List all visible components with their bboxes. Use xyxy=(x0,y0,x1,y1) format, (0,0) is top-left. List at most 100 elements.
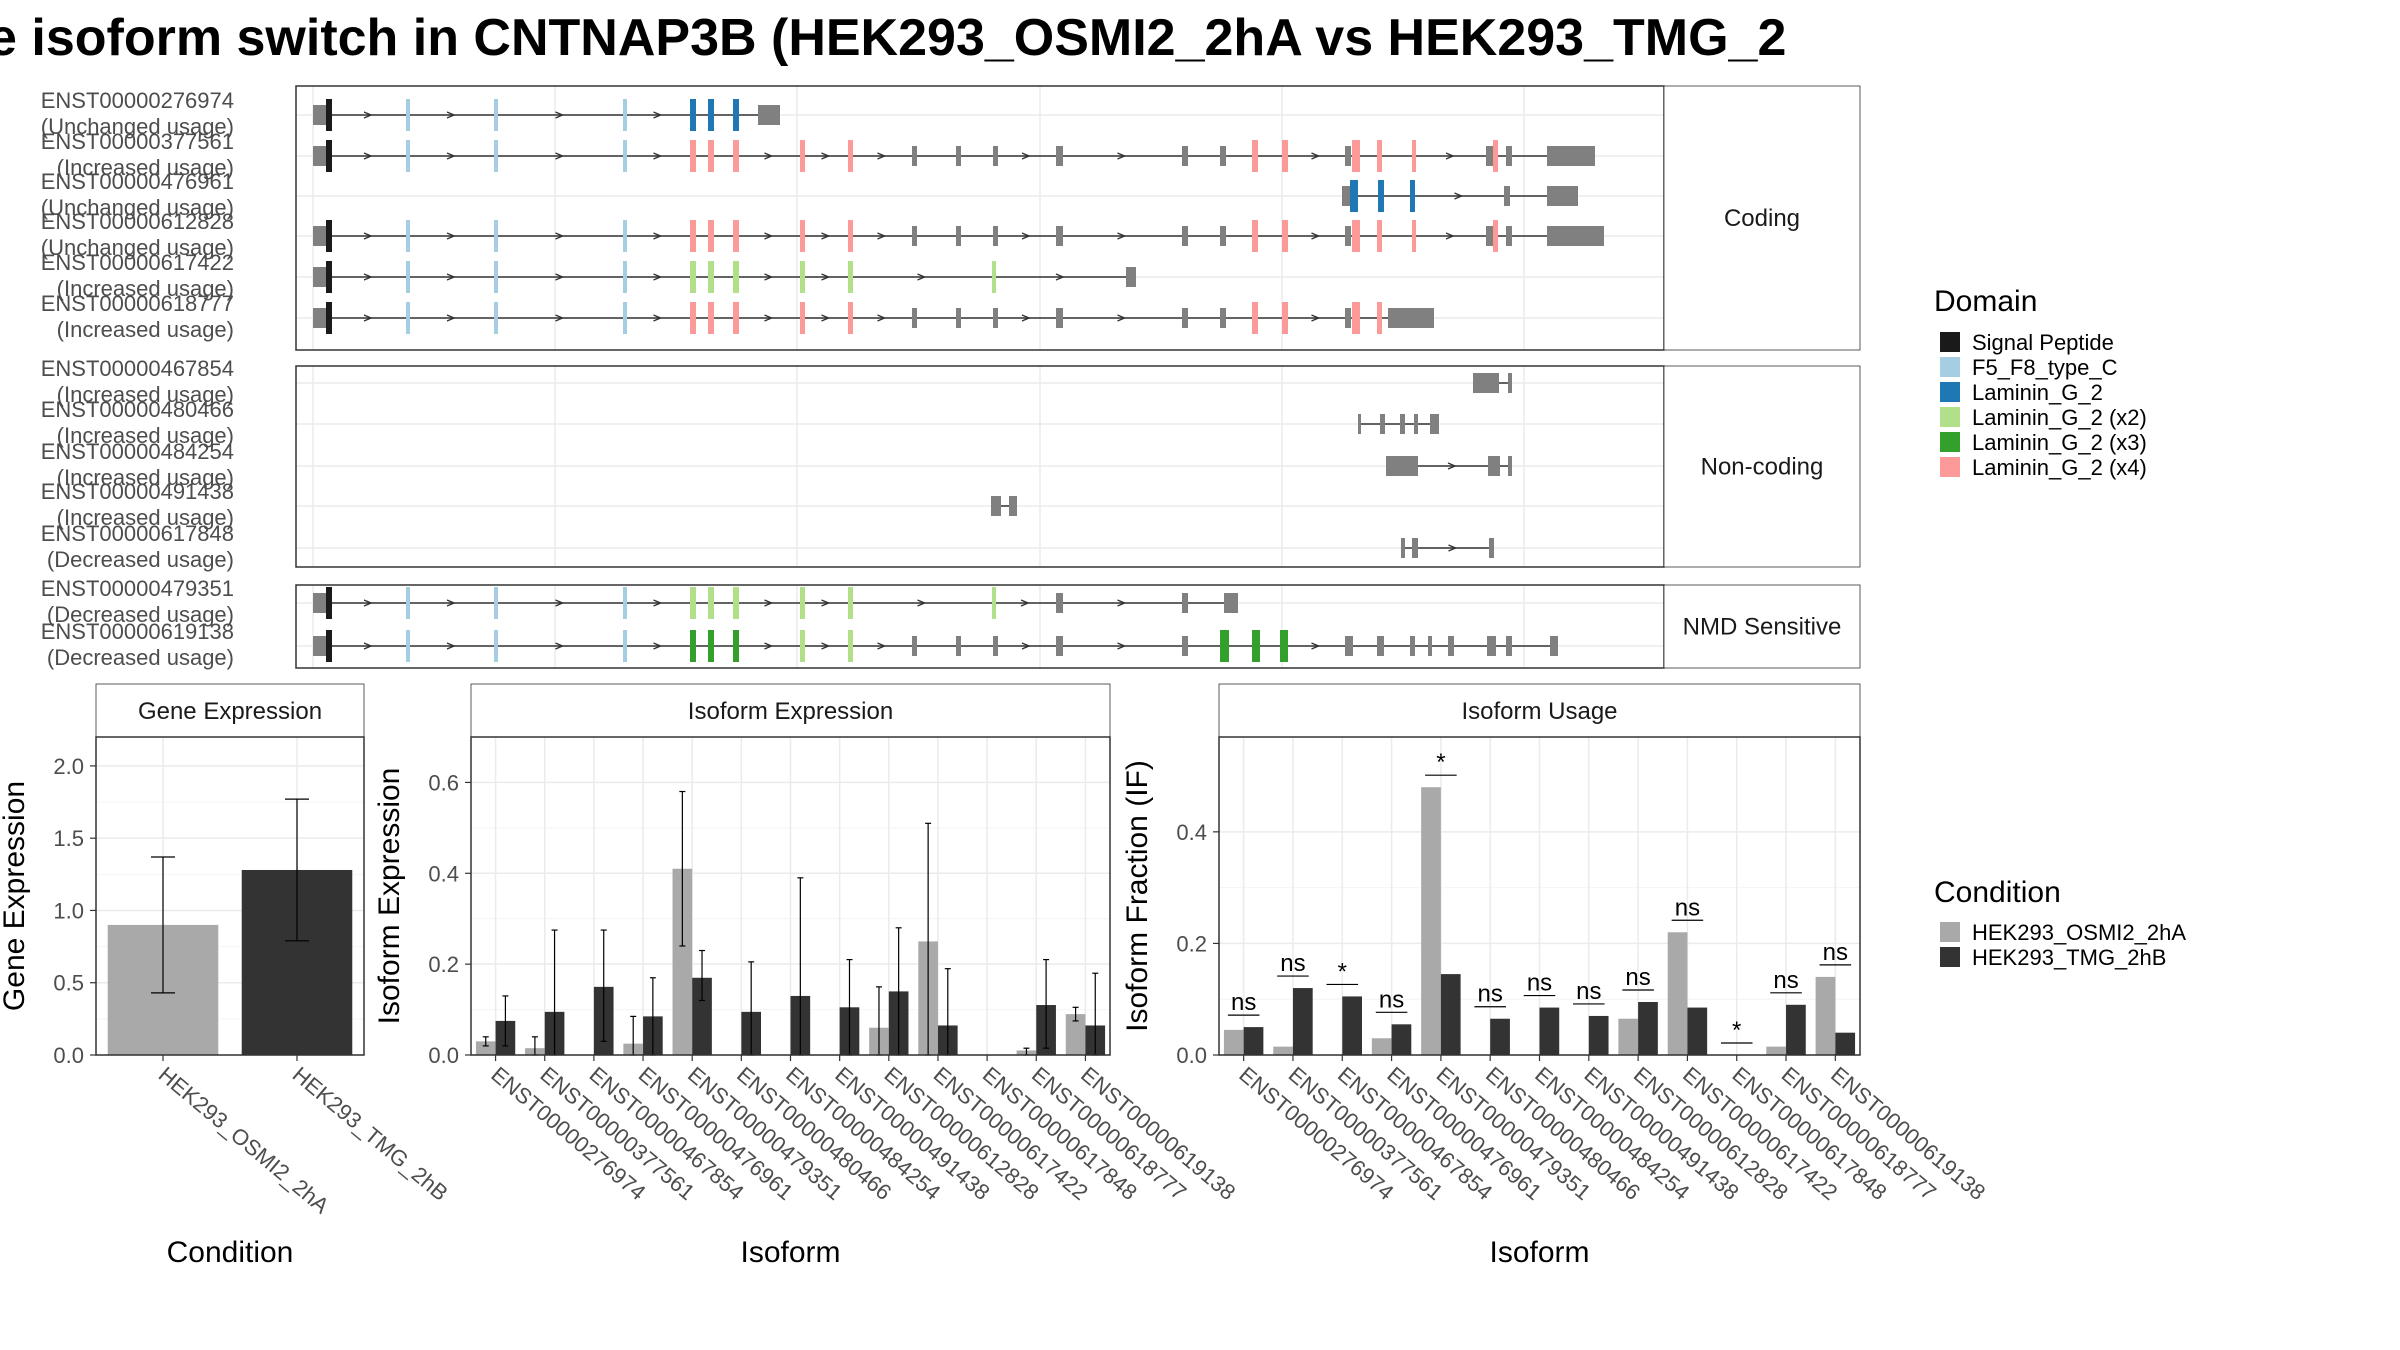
domain-exon xyxy=(623,220,627,252)
transcript-id-label: ENST00000276974 xyxy=(41,88,234,113)
domain-legend-label: Laminin_G_2 (x3) xyxy=(1972,430,2147,455)
domain-exon xyxy=(800,630,805,662)
transcript-usage-label: (Increased usage) xyxy=(57,423,234,448)
domain-exon xyxy=(623,261,627,293)
direction-arrow xyxy=(1117,314,1127,322)
direction-arrow xyxy=(1448,544,1458,552)
domain-legend-label: Signal Peptide xyxy=(1972,330,2114,355)
domain-legend-item: Laminin_G_2 (x3) xyxy=(1940,430,2147,455)
exon xyxy=(1550,636,1558,656)
domain-legend-swatch xyxy=(1940,407,1960,427)
direction-arrow xyxy=(653,152,663,160)
exon xyxy=(1412,538,1418,558)
domain-exon xyxy=(326,587,332,619)
direction-arrow xyxy=(1020,599,1030,607)
domain-exon xyxy=(326,140,332,172)
domain-exon xyxy=(733,220,739,252)
exon xyxy=(1182,636,1188,656)
significance-label: ns xyxy=(1576,978,1601,1005)
x-axis-title: Condition xyxy=(167,1236,294,1269)
condition-legend-label: HEK293_TMG_2hB xyxy=(1972,945,2166,970)
facet-strip xyxy=(1663,85,1861,351)
bar xyxy=(1638,1002,1658,1055)
domain-exon xyxy=(1220,630,1229,662)
domain-exon xyxy=(1282,220,1288,252)
domain-exon xyxy=(326,630,332,662)
exon xyxy=(1488,456,1500,476)
transcript-usage-label: (Increased usage) xyxy=(57,317,234,342)
direction-arrow xyxy=(1117,152,1127,160)
domain-exon xyxy=(690,261,696,293)
exon xyxy=(991,496,1001,516)
domain-legend-label: Laminin_G_2 (x2) xyxy=(1972,405,2147,430)
domain-exon xyxy=(326,302,332,334)
facet-strip xyxy=(1663,584,1861,669)
bar xyxy=(1292,988,1313,1055)
direction-arrow xyxy=(821,273,831,281)
transcript-ENST00000276974: ENST00000276974(Unchanged usage) xyxy=(41,88,780,139)
direction-arrow xyxy=(877,314,887,322)
bar xyxy=(475,1041,496,1055)
exon xyxy=(993,308,998,328)
domain-exon xyxy=(800,220,805,252)
domain-exon xyxy=(1352,302,1360,334)
bar xyxy=(1667,932,1688,1055)
domain-exon xyxy=(800,302,805,334)
exon xyxy=(1182,593,1188,613)
direction-arrow xyxy=(1117,599,1127,607)
direction-arrow xyxy=(446,273,456,281)
exon xyxy=(993,636,998,656)
x-axis-title: Isoform xyxy=(1489,1236,1589,1269)
exon xyxy=(1508,373,1512,393)
domain-exon xyxy=(992,587,996,619)
direction-arrow xyxy=(764,642,774,650)
bar xyxy=(1815,976,1836,1055)
transcript-ENST00000479351: ENST00000479351(Decreased usage) xyxy=(41,576,1238,627)
exon xyxy=(956,636,961,656)
domain-exon xyxy=(1252,302,1258,334)
panel-isoform-expression: Isoform Expression0.00.20.40.6ENST000002… xyxy=(373,683,1240,1269)
y-tick-label: 0.0 xyxy=(428,1043,459,1068)
domain-exon xyxy=(1493,220,1498,252)
direction-arrow xyxy=(653,314,663,322)
exon xyxy=(1056,636,1063,656)
exon xyxy=(1428,636,1432,656)
direction-arrow xyxy=(555,599,565,607)
exon xyxy=(1473,373,1499,393)
direction-arrow xyxy=(917,273,927,281)
transcript-usage-label: (Decreased usage) xyxy=(47,602,234,627)
exon xyxy=(1410,636,1415,656)
exon xyxy=(1547,226,1604,246)
transcript-id-label: ENST00000491438 xyxy=(41,479,234,504)
domain-exon xyxy=(1412,220,1416,252)
transcript-usage-label: (Unchanged usage) xyxy=(41,235,234,260)
exon xyxy=(1547,146,1595,166)
domain-exon xyxy=(623,630,627,662)
domain-exon xyxy=(1493,140,1498,172)
transcript-ENST00000484254: ENST00000484254(Increased usage) xyxy=(41,439,1512,490)
domain-exon xyxy=(1412,140,1416,172)
exon xyxy=(1126,267,1136,287)
transcript-id-label: ENST00000612828 xyxy=(41,209,234,234)
exon xyxy=(1489,538,1494,558)
exon xyxy=(956,146,961,166)
bar xyxy=(692,977,712,1055)
transcript-ENST00000617422: ENST00000617422(Increased usage) xyxy=(41,250,1136,301)
direction-arrow xyxy=(363,152,373,160)
direction-arrow xyxy=(1311,314,1321,322)
significance-label: ns xyxy=(1675,894,1700,921)
bar xyxy=(1539,1007,1560,1055)
domain-exon xyxy=(406,261,410,293)
exon xyxy=(1508,456,1512,476)
exon xyxy=(993,146,998,166)
domain-exon xyxy=(733,302,739,334)
exon xyxy=(1182,226,1188,246)
direction-arrow xyxy=(821,232,831,240)
bar-chart-panels: Gene Expression0.00.51.01.52.0HEK293_OSM… xyxy=(0,683,1990,1269)
exon xyxy=(1345,636,1353,656)
direction-arrow xyxy=(363,314,373,322)
domain-exon xyxy=(992,261,996,293)
direction-arrow xyxy=(653,111,663,119)
